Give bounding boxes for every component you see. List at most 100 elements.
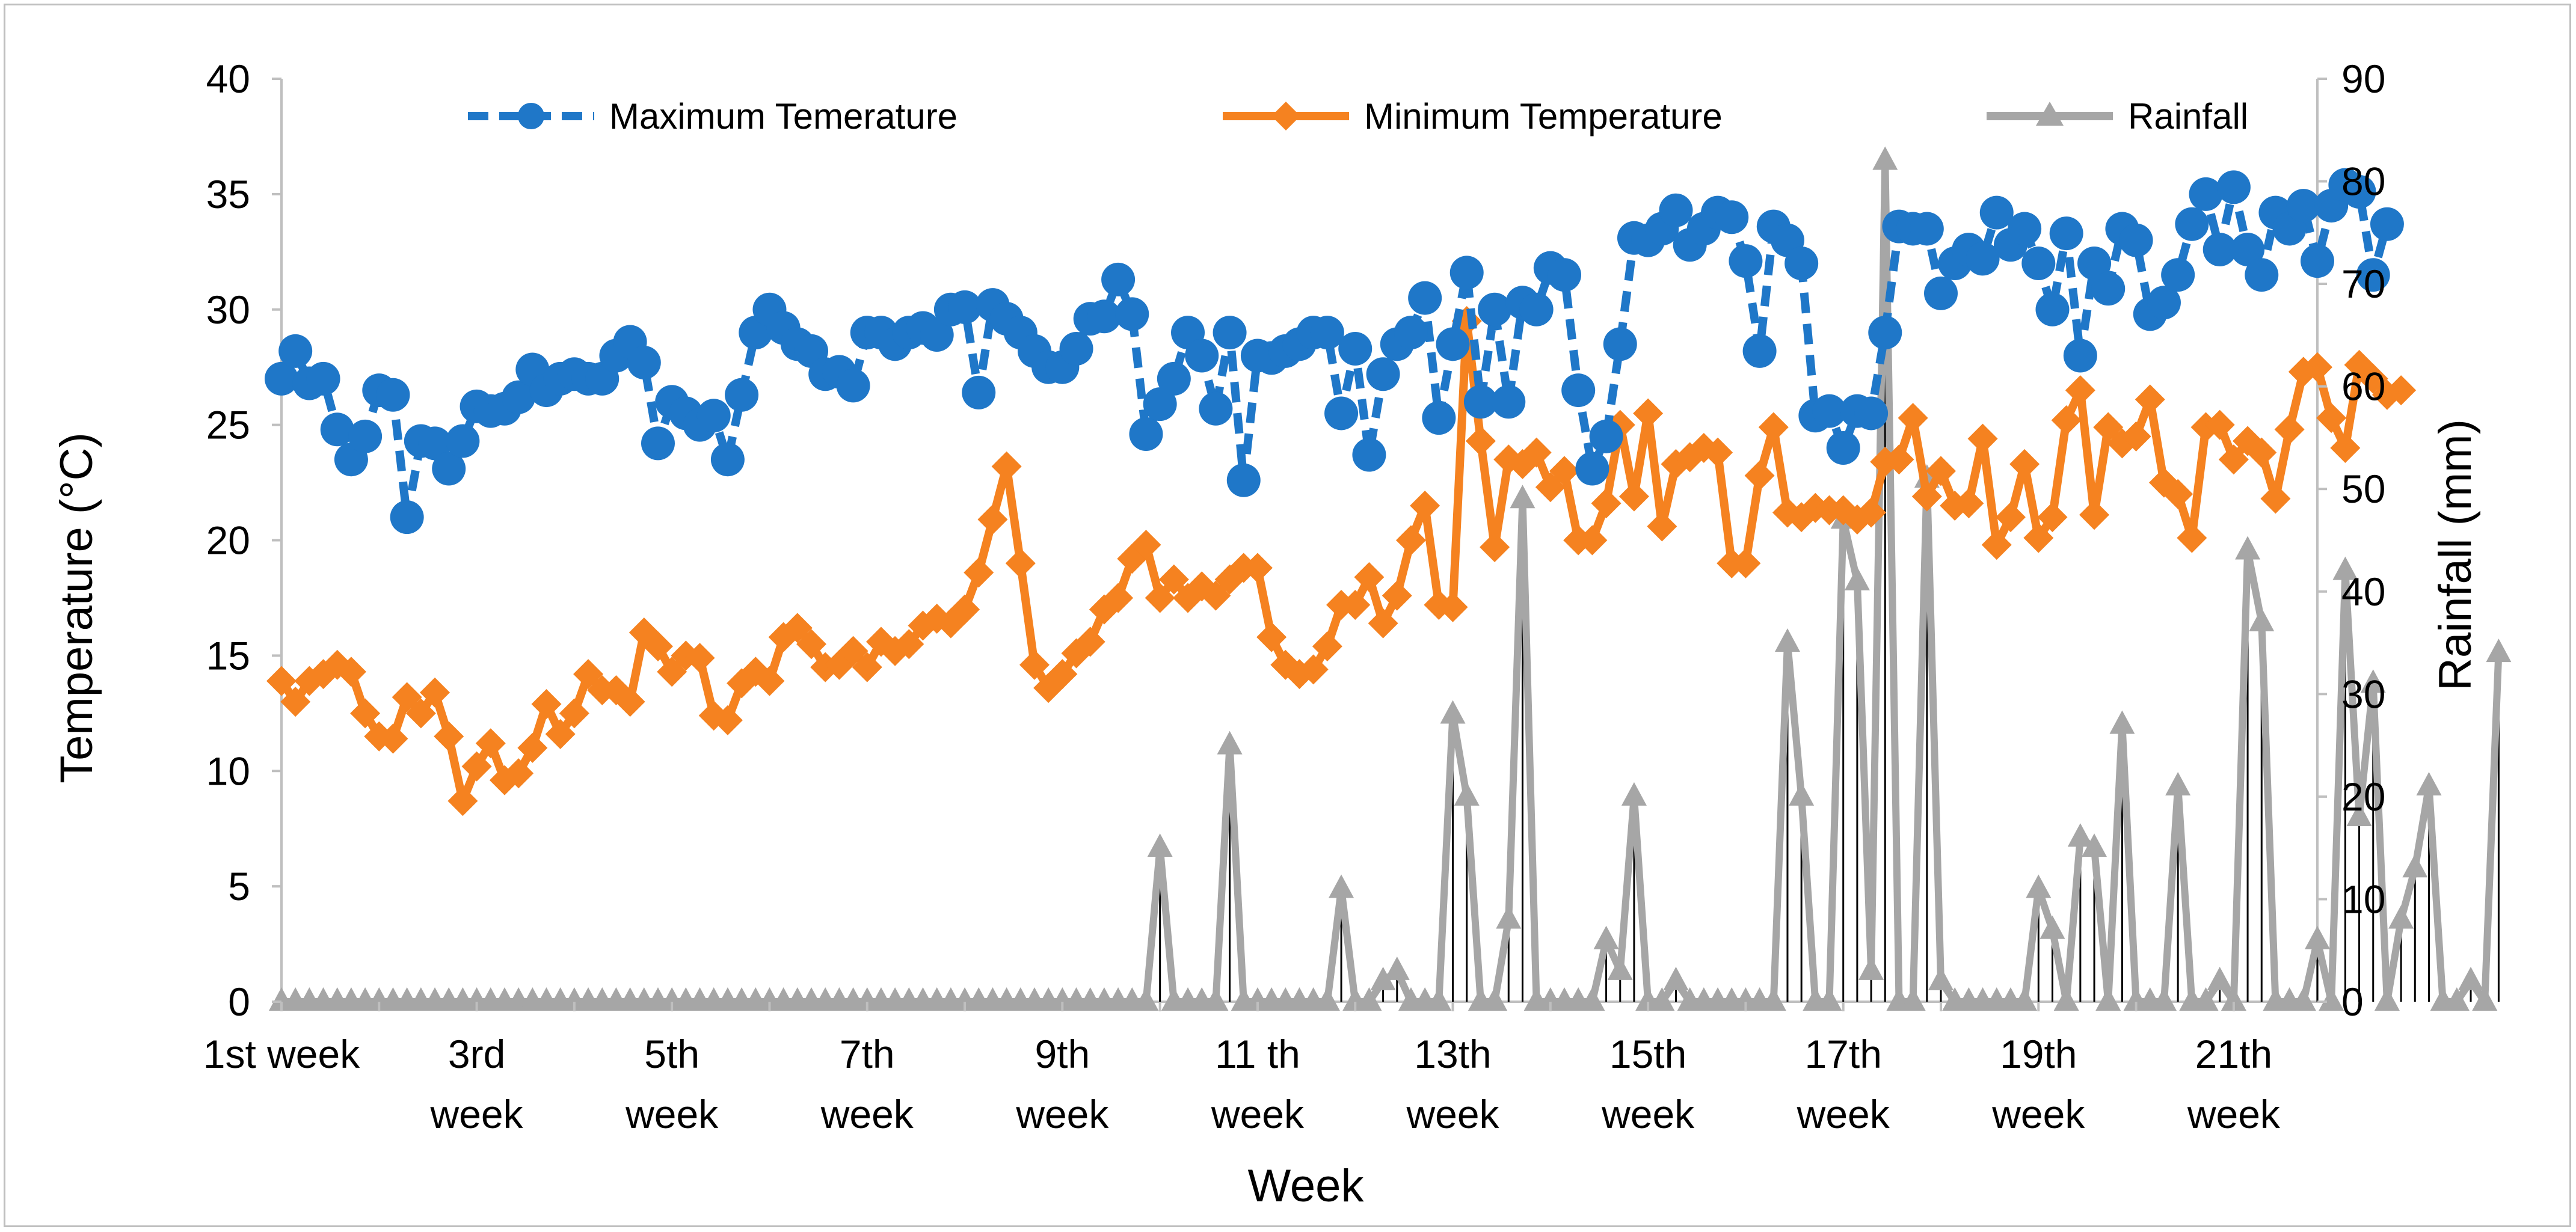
data-point-triangle <box>1426 987 1452 1011</box>
data-point-diamond <box>1368 608 1398 639</box>
data-point-diamond <box>2023 523 2054 553</box>
data-point-diamond <box>447 786 478 817</box>
data-point-diamond <box>1242 553 1273 583</box>
data-point-triangle <box>2290 987 2316 1011</box>
data-point-diamond <box>2330 433 2361 463</box>
x-tick-label: 17th week <box>1797 1032 1890 1136</box>
x-tick-label-line: 15th <box>1609 1032 1686 1076</box>
data-point-diamond <box>503 758 534 789</box>
y-tick-label: 5 <box>228 864 250 909</box>
x-tick-label-line: week <box>625 1092 719 1136</box>
x-tick-label-line: 21th <box>2195 1032 2272 1076</box>
data-point-triangle <box>2053 987 2079 1011</box>
series-maximum-temerature <box>265 168 2404 535</box>
y-tick-label: 0 <box>228 979 250 1024</box>
data-point-triangle <box>1147 833 1173 857</box>
data-point-diamond <box>1340 589 1371 620</box>
data-point-triangle <box>1607 956 1633 980</box>
data-point-triangle <box>1858 956 1884 980</box>
series-layer <box>265 146 2512 1011</box>
data-point-diamond <box>2177 523 2207 553</box>
data-point-diamond <box>1395 525 1426 556</box>
y2-tick-label: 70 <box>2341 262 2385 306</box>
data-point-circle <box>1324 396 1359 431</box>
data-point-circle <box>1143 387 1177 421</box>
data-point-diamond <box>950 594 980 625</box>
data-point-diamond <box>2358 363 2388 394</box>
data-point-triangle <box>1872 146 1898 170</box>
x-tick-label: 13th week <box>1406 1032 1499 1136</box>
data-point-triangle <box>1370 966 1396 990</box>
data-point-circle <box>2035 292 2070 326</box>
data-point-diamond <box>559 698 589 729</box>
data-point-circle <box>1199 391 1233 426</box>
data-point-diamond <box>1549 456 1580 486</box>
data-point-diamond <box>2386 375 2417 406</box>
y2-tick-label: 0 <box>2341 979 2364 1024</box>
x-tick-label-line: week <box>2187 1092 2281 1136</box>
data-point-circle <box>2161 258 2195 292</box>
data-point-circle <box>278 334 313 368</box>
x-tick-label-line: 11 th <box>1215 1032 1300 1076</box>
data-point-triangle <box>1579 987 1605 1011</box>
data-point-triangle <box>2374 987 2400 1011</box>
data-point-diamond <box>2009 449 2040 479</box>
y2-tick-label: 90 <box>2341 57 2385 101</box>
y2-tick-label: 60 <box>2341 364 2385 409</box>
data-point-diamond <box>531 688 562 719</box>
data-point-diamond <box>517 732 548 763</box>
data-point-triangle <box>2472 987 2498 1011</box>
x-tick-label-line: 9th <box>1034 1032 1090 1076</box>
data-point-circle <box>725 378 759 412</box>
data-point-circle <box>265 361 298 396</box>
data-point-circle <box>1715 200 1749 234</box>
data-point-circle <box>1087 299 1121 334</box>
data-point-circle <box>2370 207 2404 241</box>
data-point-triangle <box>2082 833 2107 857</box>
x-tick-label-line: week <box>820 1092 914 1136</box>
data-point-circle <box>1575 452 1609 486</box>
data-point-diamond <box>2065 375 2095 406</box>
data-point-triangle <box>1133 987 1159 1011</box>
data-point-triangle <box>2026 874 2052 898</box>
y2-axis-title: Rainfall (mm) <box>2430 419 2481 691</box>
data-point-diamond <box>1758 412 1789 443</box>
data-point-triangle <box>1314 987 1340 1011</box>
x-tick-label: 15th week <box>1601 1032 1695 1136</box>
data-point-diamond <box>1298 654 1329 685</box>
data-point-circle <box>2301 244 2334 278</box>
data-point-circle <box>1519 292 1554 326</box>
x-tick-label-line: week <box>1015 1092 1109 1136</box>
legend-item-max-temp: Maximum Temerature <box>468 96 958 136</box>
data-point-diamond <box>1256 622 1287 652</box>
data-point-diamond <box>1618 481 1649 512</box>
data-point-circle <box>2231 232 2265 266</box>
data-point-diamond <box>2274 414 2305 445</box>
data-point-circle <box>2091 272 2126 306</box>
data-point-diamond <box>461 751 492 782</box>
data-point-circle <box>836 369 870 403</box>
data-point-circle <box>1603 327 1637 361</box>
data-point-circle <box>1659 193 1693 227</box>
data-point-triangle <box>1649 987 1675 1011</box>
data-point-triangle <box>2151 987 2177 1011</box>
data-point-triangle <box>1217 731 1243 755</box>
data-point-diamond <box>573 659 604 690</box>
data-point-diamond <box>2163 479 2193 509</box>
data-point-triangle <box>1496 905 1522 929</box>
data-point-circle <box>1966 242 2000 276</box>
data-point-diamond <box>405 698 436 729</box>
data-point-diamond <box>1911 481 1942 512</box>
data-point-circle <box>390 500 424 535</box>
data-point-diamond <box>2135 384 2165 415</box>
data-point-triangle <box>1774 628 1800 652</box>
x-tick-label: 19th week <box>1991 1032 2085 1136</box>
data-point-diamond <box>1703 437 1733 468</box>
data-point-circle <box>1310 316 1344 350</box>
data-point-diamond <box>2121 421 2151 452</box>
data-point-circle <box>2245 258 2279 292</box>
data-point-diamond <box>782 613 813 643</box>
data-point-diamond <box>1019 649 1050 680</box>
y-tick-label: 10 <box>206 749 250 793</box>
data-point-diamond <box>1981 530 2012 560</box>
